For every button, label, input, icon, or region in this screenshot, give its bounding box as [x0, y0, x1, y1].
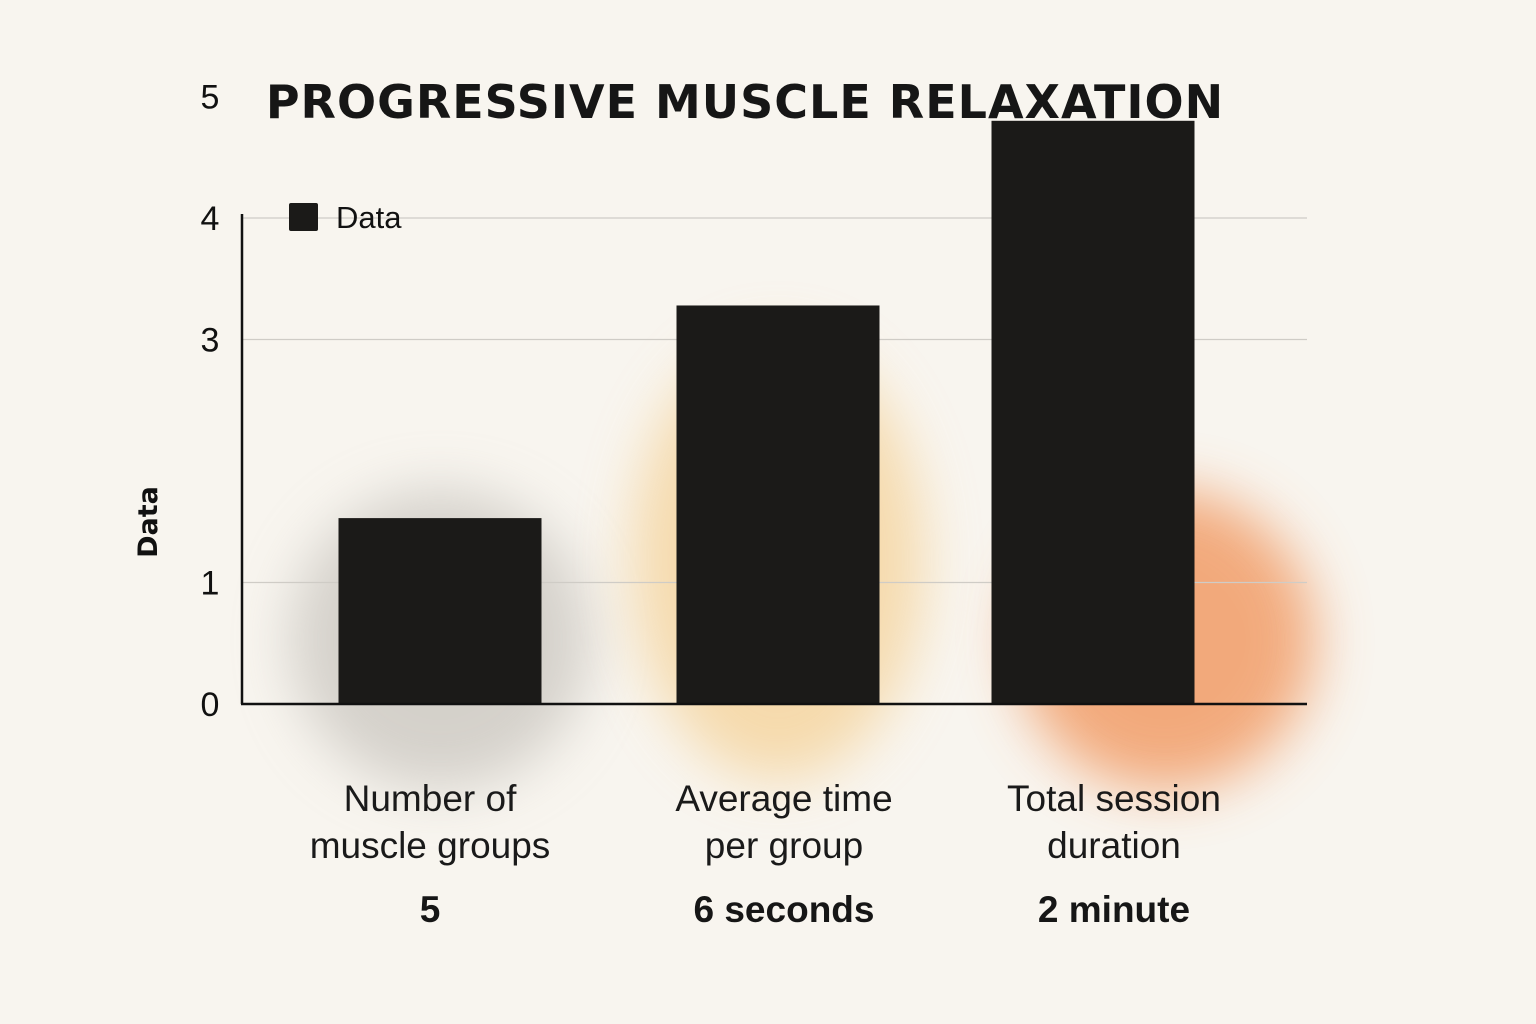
bars	[338, 120, 1195, 705]
legend-swatch	[289, 203, 318, 231]
x-tick-label-line1: Number of	[344, 778, 517, 819]
x-tick-label-line2: per group	[705, 825, 863, 866]
category-value-note: 6 seconds	[694, 889, 875, 930]
chart-title: PROGRESSIVE MUSCLE RELAXATION	[266, 75, 1224, 129]
category-value-note: 5	[420, 889, 441, 930]
x-tick-label-line2: muscle groups	[310, 825, 551, 866]
y-axis-ticks: 0 1 3 4 5	[201, 79, 220, 725]
y-tick-label: 5	[201, 79, 220, 117]
bar-1	[338, 518, 542, 704]
y-tick-label: 4	[201, 200, 220, 238]
bar-2	[676, 305, 880, 704]
x-axis-labels: Number of muscle groups 5 Average time per g…	[310, 778, 1221, 930]
y-axis-label: Data	[133, 486, 164, 558]
x-tick-label-line1: Total session	[1007, 778, 1221, 819]
y-tick-label: 0	[201, 686, 220, 724]
legend-label: Data	[336, 200, 402, 235]
x-tick-label-line2: duration	[1047, 825, 1181, 866]
y-tick-label: 3	[201, 322, 220, 360]
y-tick-label: 1	[201, 565, 220, 603]
legend: Data	[289, 200, 402, 235]
x-tick-label-line1: Average time	[675, 778, 892, 819]
category-value-note: 2 minute	[1038, 889, 1190, 930]
bar-3	[991, 120, 1195, 705]
